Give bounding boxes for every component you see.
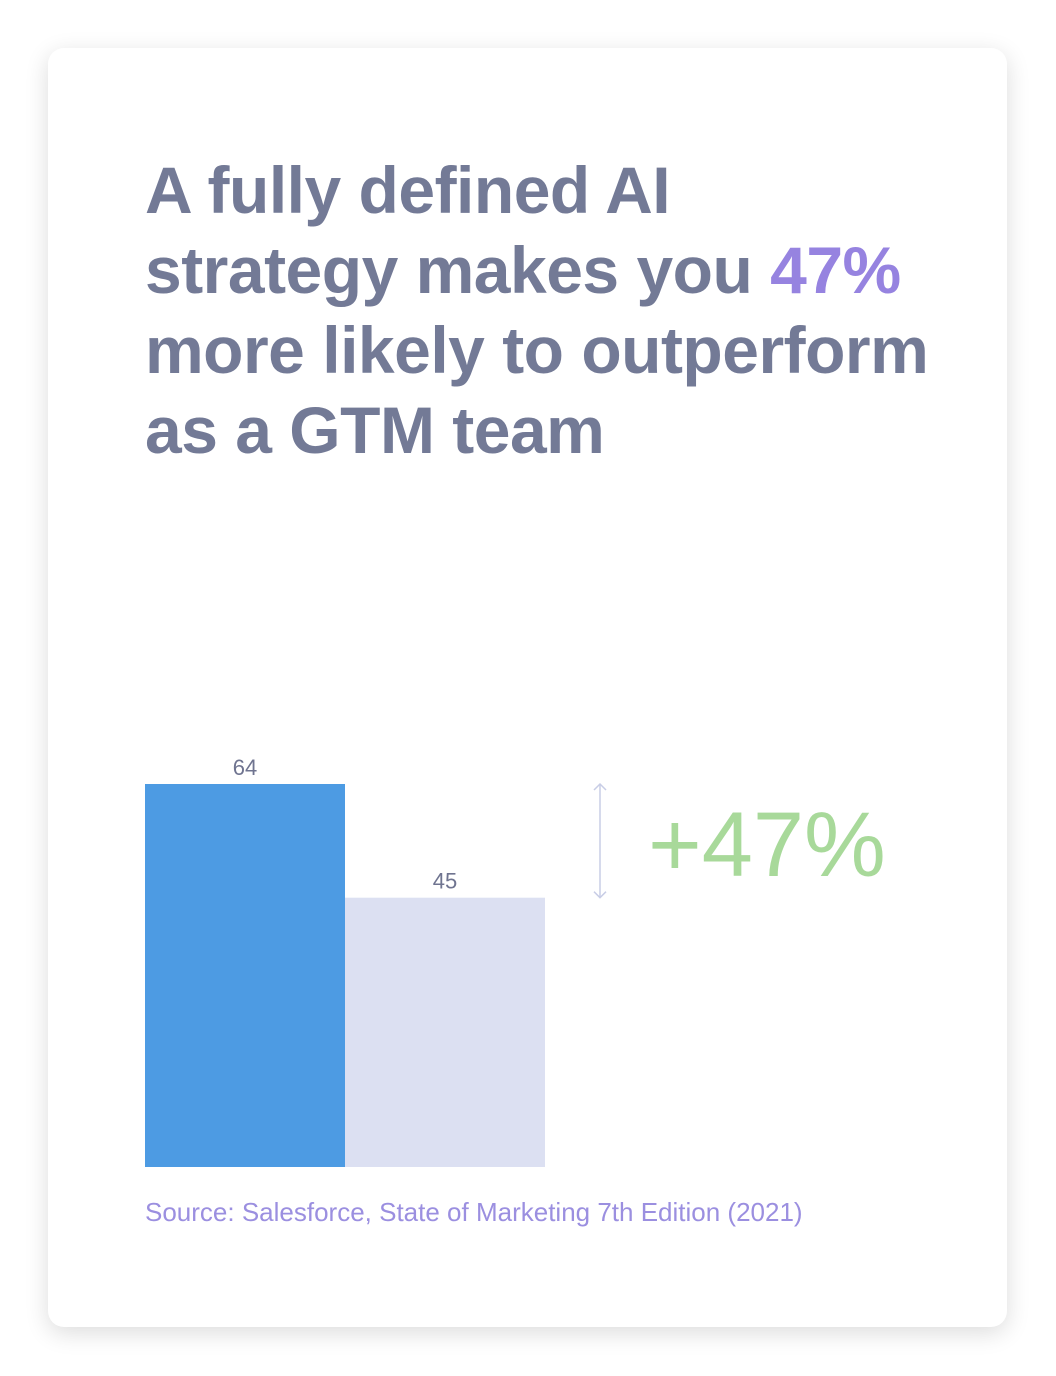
annotation: +47% — [648, 794, 886, 896]
title-text: A fully defined AI strategy makes you — [145, 153, 771, 307]
bar — [145, 784, 345, 1167]
value-label: 64 — [233, 755, 257, 780]
arrow-head — [593, 891, 607, 899]
arrow-head — [593, 782, 607, 791]
title-text: more likely to outperform as a GTM team — [145, 313, 929, 467]
value-label: 45 — [433, 869, 457, 894]
title-highlight: 47% — [770, 233, 901, 307]
source: Source: Salesforce, State of Marketing 7… — [145, 1197, 803, 1227]
bar — [345, 897, 545, 1167]
chart-title: A fully defined AI strategy makes you 47… — [145, 150, 935, 470]
